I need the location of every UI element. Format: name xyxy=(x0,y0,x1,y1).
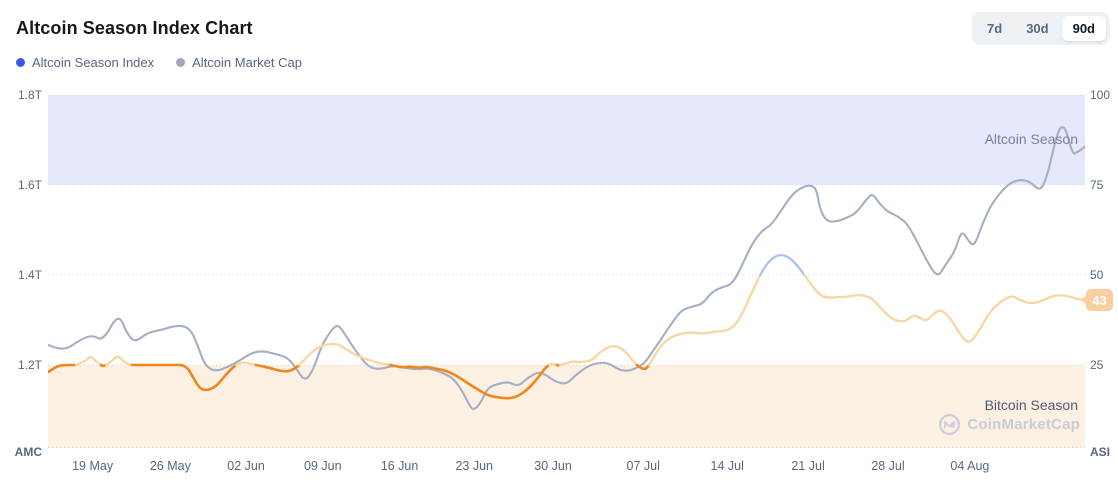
legend-label: Altcoin Season Index xyxy=(32,55,155,70)
altcoin-season-index-line xyxy=(388,363,551,400)
altcoin-season-index-line xyxy=(548,362,558,367)
altcoin-season-index-line xyxy=(558,345,639,367)
x-tick: 28 Jul xyxy=(871,459,905,473)
x-tick: 23 Jun xyxy=(455,459,493,473)
y-right-tick: 100 xyxy=(1090,88,1111,102)
legend-label: Altcoin Market Cap xyxy=(192,55,302,70)
coinmarketcap-logo-icon xyxy=(938,413,961,436)
range-button-90d[interactable]: 90d xyxy=(1061,16,1106,41)
y-left-tick: 1.8T xyxy=(17,88,42,102)
x-tick: 30 Jun xyxy=(534,459,572,473)
altcoin-season-index-line xyxy=(74,355,103,367)
market-cap-line xyxy=(48,126,1085,410)
chart-legend: Altcoin Season Index Altcoin Market Cap xyxy=(16,55,302,70)
y-right-axis-name: ASI xyxy=(1090,445,1111,459)
altcoin-season-index-line xyxy=(104,355,134,367)
x-tick: 14 Jul xyxy=(710,459,744,473)
y-right-tick: 50 xyxy=(1090,268,1104,282)
y-right-tick: 25 xyxy=(1090,358,1104,372)
y-left-tick: 1.2T xyxy=(17,358,42,372)
x-tick: 04 Aug xyxy=(950,459,990,473)
altcoin-season-index-line xyxy=(234,361,258,367)
bitcoin-season-zone-label: Bitcoin Season xyxy=(984,397,1078,413)
page-title: Altcoin Season Index Chart xyxy=(16,18,253,38)
coinmarketcap-watermark: CoinMarketCap xyxy=(938,413,1080,436)
altcoin-season-index-line xyxy=(635,363,651,371)
bitcoin-season-band xyxy=(48,365,1085,448)
altcoin-season-index-line xyxy=(298,342,392,367)
time-range-selector: 7d 30d 90d xyxy=(972,12,1110,45)
x-tick: 16 Jun xyxy=(380,459,419,473)
range-button-30d[interactable]: 30d xyxy=(1015,16,1059,41)
x-tick: 09 Jun xyxy=(304,459,342,473)
y-left-tick: 1.4T xyxy=(17,268,42,282)
x-tick: 21 Jul xyxy=(791,459,825,473)
altcoin-season-index-line xyxy=(48,363,78,374)
x-tick: 19 May xyxy=(72,459,114,473)
altcoin-season-index-line xyxy=(759,253,806,277)
altcoin-season-zone-label: Altcoin Season xyxy=(984,131,1078,147)
y-left-axis-name: AMC xyxy=(14,445,42,459)
x-tick: 02 Jun xyxy=(227,459,265,473)
legend-dot-icon xyxy=(176,58,186,67)
altcoin-season-band xyxy=(48,95,1085,185)
altcoin-season-index-line xyxy=(647,273,762,367)
x-tick: 07 Jul xyxy=(626,459,660,473)
altcoin-season-index-line xyxy=(254,363,301,373)
legend-item[interactable]: Altcoin Market Cap xyxy=(176,55,302,70)
x-tick: 26 May xyxy=(149,459,191,473)
legend-dot-icon xyxy=(16,58,25,67)
chart-plot[interactable] xyxy=(48,95,1085,448)
altcoin-season-index-line xyxy=(130,363,238,392)
y-right-tick: 75 xyxy=(1090,178,1104,192)
legend-item[interactable]: Altcoin Season Index xyxy=(16,55,154,70)
y-left-tick: 1.6T xyxy=(17,178,42,192)
altcoin-season-index-line xyxy=(803,273,1085,344)
current-value-badge: 43 xyxy=(1081,289,1113,312)
range-button-7d[interactable]: 7d xyxy=(976,16,1013,41)
watermark-text: CoinMarketCap xyxy=(967,416,1080,433)
altcoin-season-index-line xyxy=(99,363,108,368)
